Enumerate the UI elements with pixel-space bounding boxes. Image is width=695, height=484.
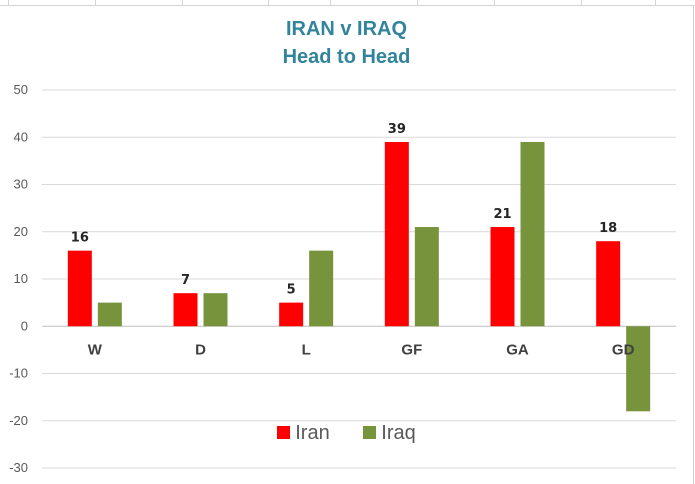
chart-title: IRAN v IRAQ: [285, 18, 408, 40]
data-label-iran: 7: [181, 273, 190, 288]
legend-label-iraq: Iraq: [381, 422, 416, 444]
cell-grid-strip: [0, 0, 695, 6]
column-divider: [417, 0, 418, 5]
bar-iraq: [520, 141, 545, 327]
column-divider: [95, 0, 96, 5]
column-divider: [330, 0, 331, 5]
y-tick-label: -30: [9, 460, 28, 475]
data-label-iran: 39: [388, 122, 406, 137]
column-divider: [494, 0, 495, 5]
y-tick-label: 20: [14, 224, 28, 239]
category-label: GA: [506, 341, 529, 358]
category-label: L: [302, 341, 311, 358]
category-label: W: [88, 341, 103, 358]
chart-legend: Iran Iraq: [0, 422, 693, 445]
bar-iraq: [626, 326, 651, 412]
y-tick-label: 0: [21, 318, 28, 333]
y-tick-label: 50: [14, 82, 28, 97]
data-label-iran: 16: [71, 231, 89, 246]
data-label-iran: 21: [493, 207, 511, 222]
category-label: D: [195, 341, 206, 358]
column-divider: [268, 0, 269, 5]
column-divider: [8, 0, 9, 5]
y-tick-label: 10: [14, 271, 28, 286]
bar-iraq: [97, 302, 122, 327]
column-divider: [581, 0, 582, 5]
y-tick-label: 30: [14, 177, 28, 192]
data-label-iran: 18: [599, 221, 617, 236]
bar-iraq: [414, 227, 439, 327]
legend-swatch-iraq: [363, 426, 377, 439]
y-tick-label: -10: [9, 366, 28, 381]
bar-iran: [596, 241, 621, 327]
category-label: GF: [401, 341, 422, 358]
legend-swatch-iran: [277, 426, 291, 439]
chart-subtitle: Head to Head: [282, 46, 411, 68]
legend-label-iran: Iran: [295, 422, 330, 444]
bar-iraq: [203, 293, 228, 327]
plot-area: 50 40 30 20 10 0 -10 -20 -30 16 W 7 D 5 L 39 GF 21 GA 18 GD: [9, 82, 676, 475]
bar-iran: [384, 141, 409, 327]
category-label: GD: [612, 341, 635, 358]
column-divider: [655, 0, 656, 5]
data-label-iran: 5: [287, 283, 296, 298]
bar-iran: [67, 250, 92, 327]
legend-item-iran: Iran: [277, 422, 330, 445]
y-tick-label: -20: [9, 413, 28, 428]
bar-iran: [279, 302, 304, 327]
bar-iran: [490, 227, 515, 327]
bar-iran: [173, 293, 198, 327]
chart-area[interactable]: IRAN v IRAQ Head to Head 50 40 30 20 10 0 -10 -…: [0, 6, 694, 484]
bar-iraq: [309, 250, 334, 327]
legend-item-iraq: Iraq: [363, 422, 416, 445]
y-tick-label: 40: [14, 129, 28, 144]
column-divider: [182, 0, 183, 5]
